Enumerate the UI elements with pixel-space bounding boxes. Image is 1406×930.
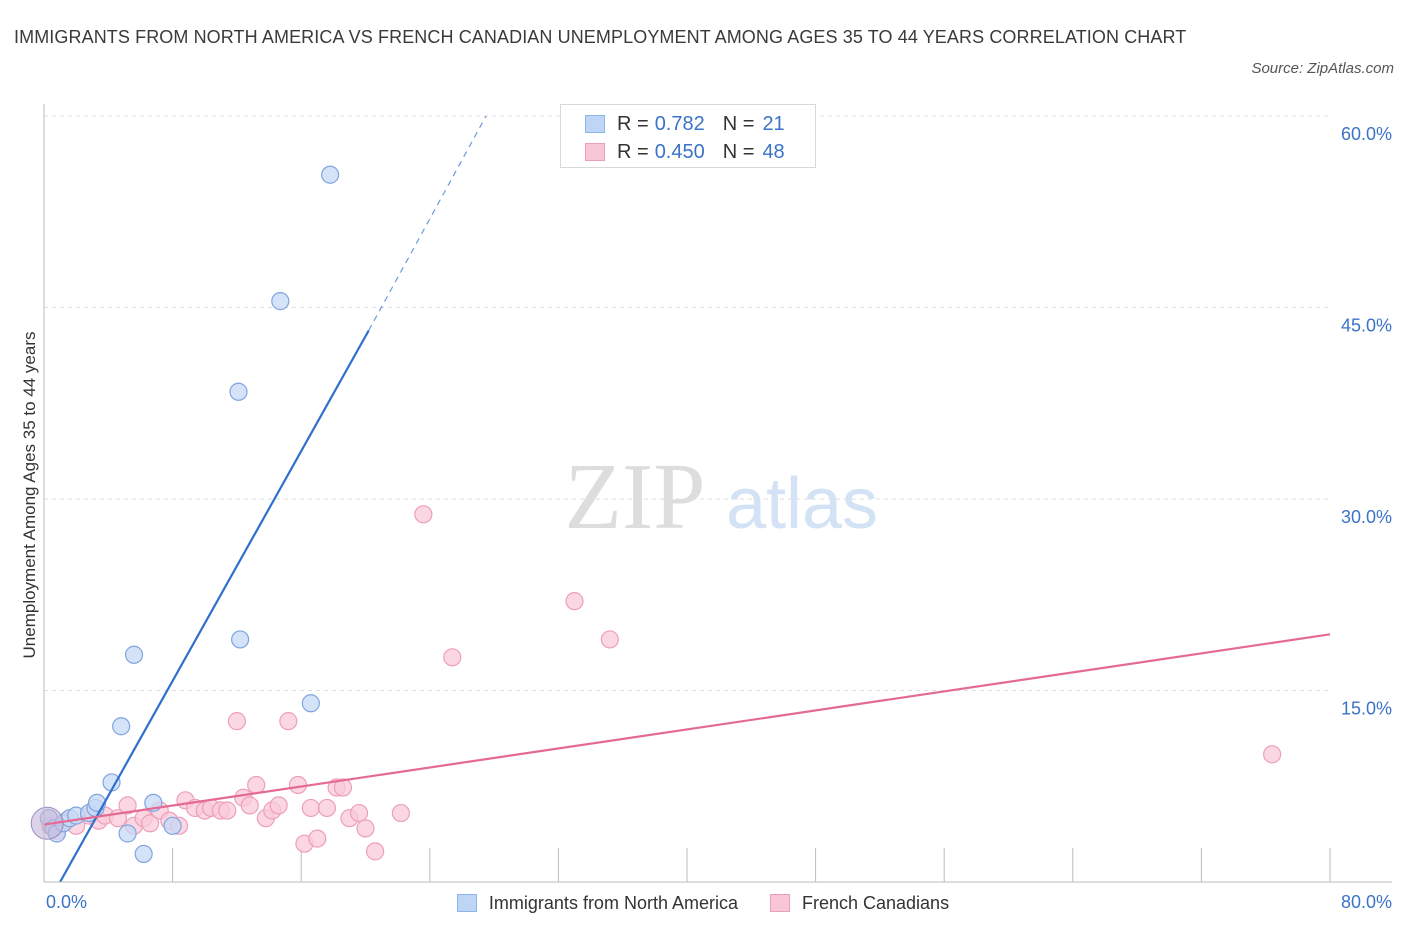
data-point <box>247 775 266 795</box>
data-point <box>140 814 160 833</box>
data-point <box>87 793 107 812</box>
data-point <box>218 801 237 820</box>
french-canadians-trend-line <box>43 633 1331 826</box>
data-point <box>301 798 320 818</box>
y-axis-tick-labels: 15.0% 30.0% 45.0% 60.0% <box>1341 124 1392 719</box>
data-point <box>124 645 144 664</box>
r-value: 0.782 <box>654 112 705 135</box>
legend-swatch-blue <box>585 115 605 133</box>
data-point <box>301 694 320 713</box>
legend-row-north-america: R = 0.782 N = 21 <box>585 110 785 138</box>
x-tick-label: 80.0% <box>1341 892 1392 912</box>
data-point <box>118 824 137 843</box>
data-point <box>356 819 375 838</box>
data-point <box>269 796 288 815</box>
n-value: 21 <box>762 112 785 135</box>
north-america-points <box>30 165 340 864</box>
data-point <box>333 778 353 797</box>
data-point <box>134 844 153 864</box>
legend-item-north-america[interactable]: Immigrants from North America <box>456 892 738 914</box>
data-point <box>1263 745 1282 764</box>
r-label: R = <box>617 140 649 163</box>
x-axis-tick-labels: 0.0% 80.0% <box>46 892 1392 912</box>
n-value: 48 <box>762 140 785 163</box>
data-point <box>240 796 259 815</box>
watermark-zip: ZIP <box>565 445 706 549</box>
data-point <box>366 842 385 861</box>
watermark-atlas: atlas <box>726 464 878 544</box>
legend-item-french-canadians[interactable]: French Canadians <box>769 892 950 914</box>
data-point <box>271 292 290 311</box>
legend-row-french-canadians: R = 0.450 N = 48 <box>585 138 785 166</box>
data-point <box>414 505 433 524</box>
series-legend: Immigrants from North America French Can… <box>0 890 1406 916</box>
y-tick-label: 45.0% <box>1341 316 1392 336</box>
data-point <box>227 712 246 731</box>
north-america-trend-line <box>59 329 370 883</box>
french-canadians-points <box>41 505 1282 861</box>
data-point <box>229 382 248 401</box>
y-tick-label: 60.0% <box>1341 124 1392 144</box>
source-credit: Source: ZipAtlas.com <box>1251 60 1394 77</box>
data-point <box>112 717 131 736</box>
r-value: 0.450 <box>654 140 705 163</box>
north-america-trend-extension <box>368 115 487 331</box>
data-point <box>317 798 337 818</box>
correlation-legend: R = 0.782 N = 21 R = 0.450 N = 48 <box>560 104 816 168</box>
data-point <box>279 712 298 731</box>
y-axis-title: Unemployment Among Ages 35 to 44 years <box>20 331 39 659</box>
legend-swatch-pink <box>769 894 790 912</box>
data-point <box>349 803 369 823</box>
n-label: N = <box>722 140 755 163</box>
legend-label: Immigrants from North America <box>488 892 738 913</box>
r-label: R = <box>617 112 649 135</box>
data-point <box>600 630 619 649</box>
data-point <box>391 803 410 823</box>
legend-swatch-blue <box>456 894 477 912</box>
grid-lines <box>44 115 1330 691</box>
data-point <box>118 796 137 815</box>
data-point <box>565 592 584 611</box>
x-tick-label: 0.0% <box>46 892 87 912</box>
data-point <box>321 165 340 184</box>
n-label: N = <box>722 112 755 135</box>
legend-swatch-pink <box>585 143 605 161</box>
trend-lines <box>43 115 1331 883</box>
legend-label: French Canadians <box>801 892 950 913</box>
data-point <box>163 816 182 835</box>
data-point <box>288 775 308 795</box>
chart-title: IMMIGRANTS FROM NORTH AMERICA VS FRENCH … <box>14 27 1187 47</box>
y-tick-label: 30.0% <box>1341 507 1392 527</box>
data-point <box>231 630 250 649</box>
axes <box>43 104 1392 883</box>
y-tick-label: 15.0% <box>1341 699 1392 719</box>
data-point <box>443 648 462 667</box>
data-point <box>308 829 327 848</box>
x-axis-ticks <box>172 848 1331 882</box>
